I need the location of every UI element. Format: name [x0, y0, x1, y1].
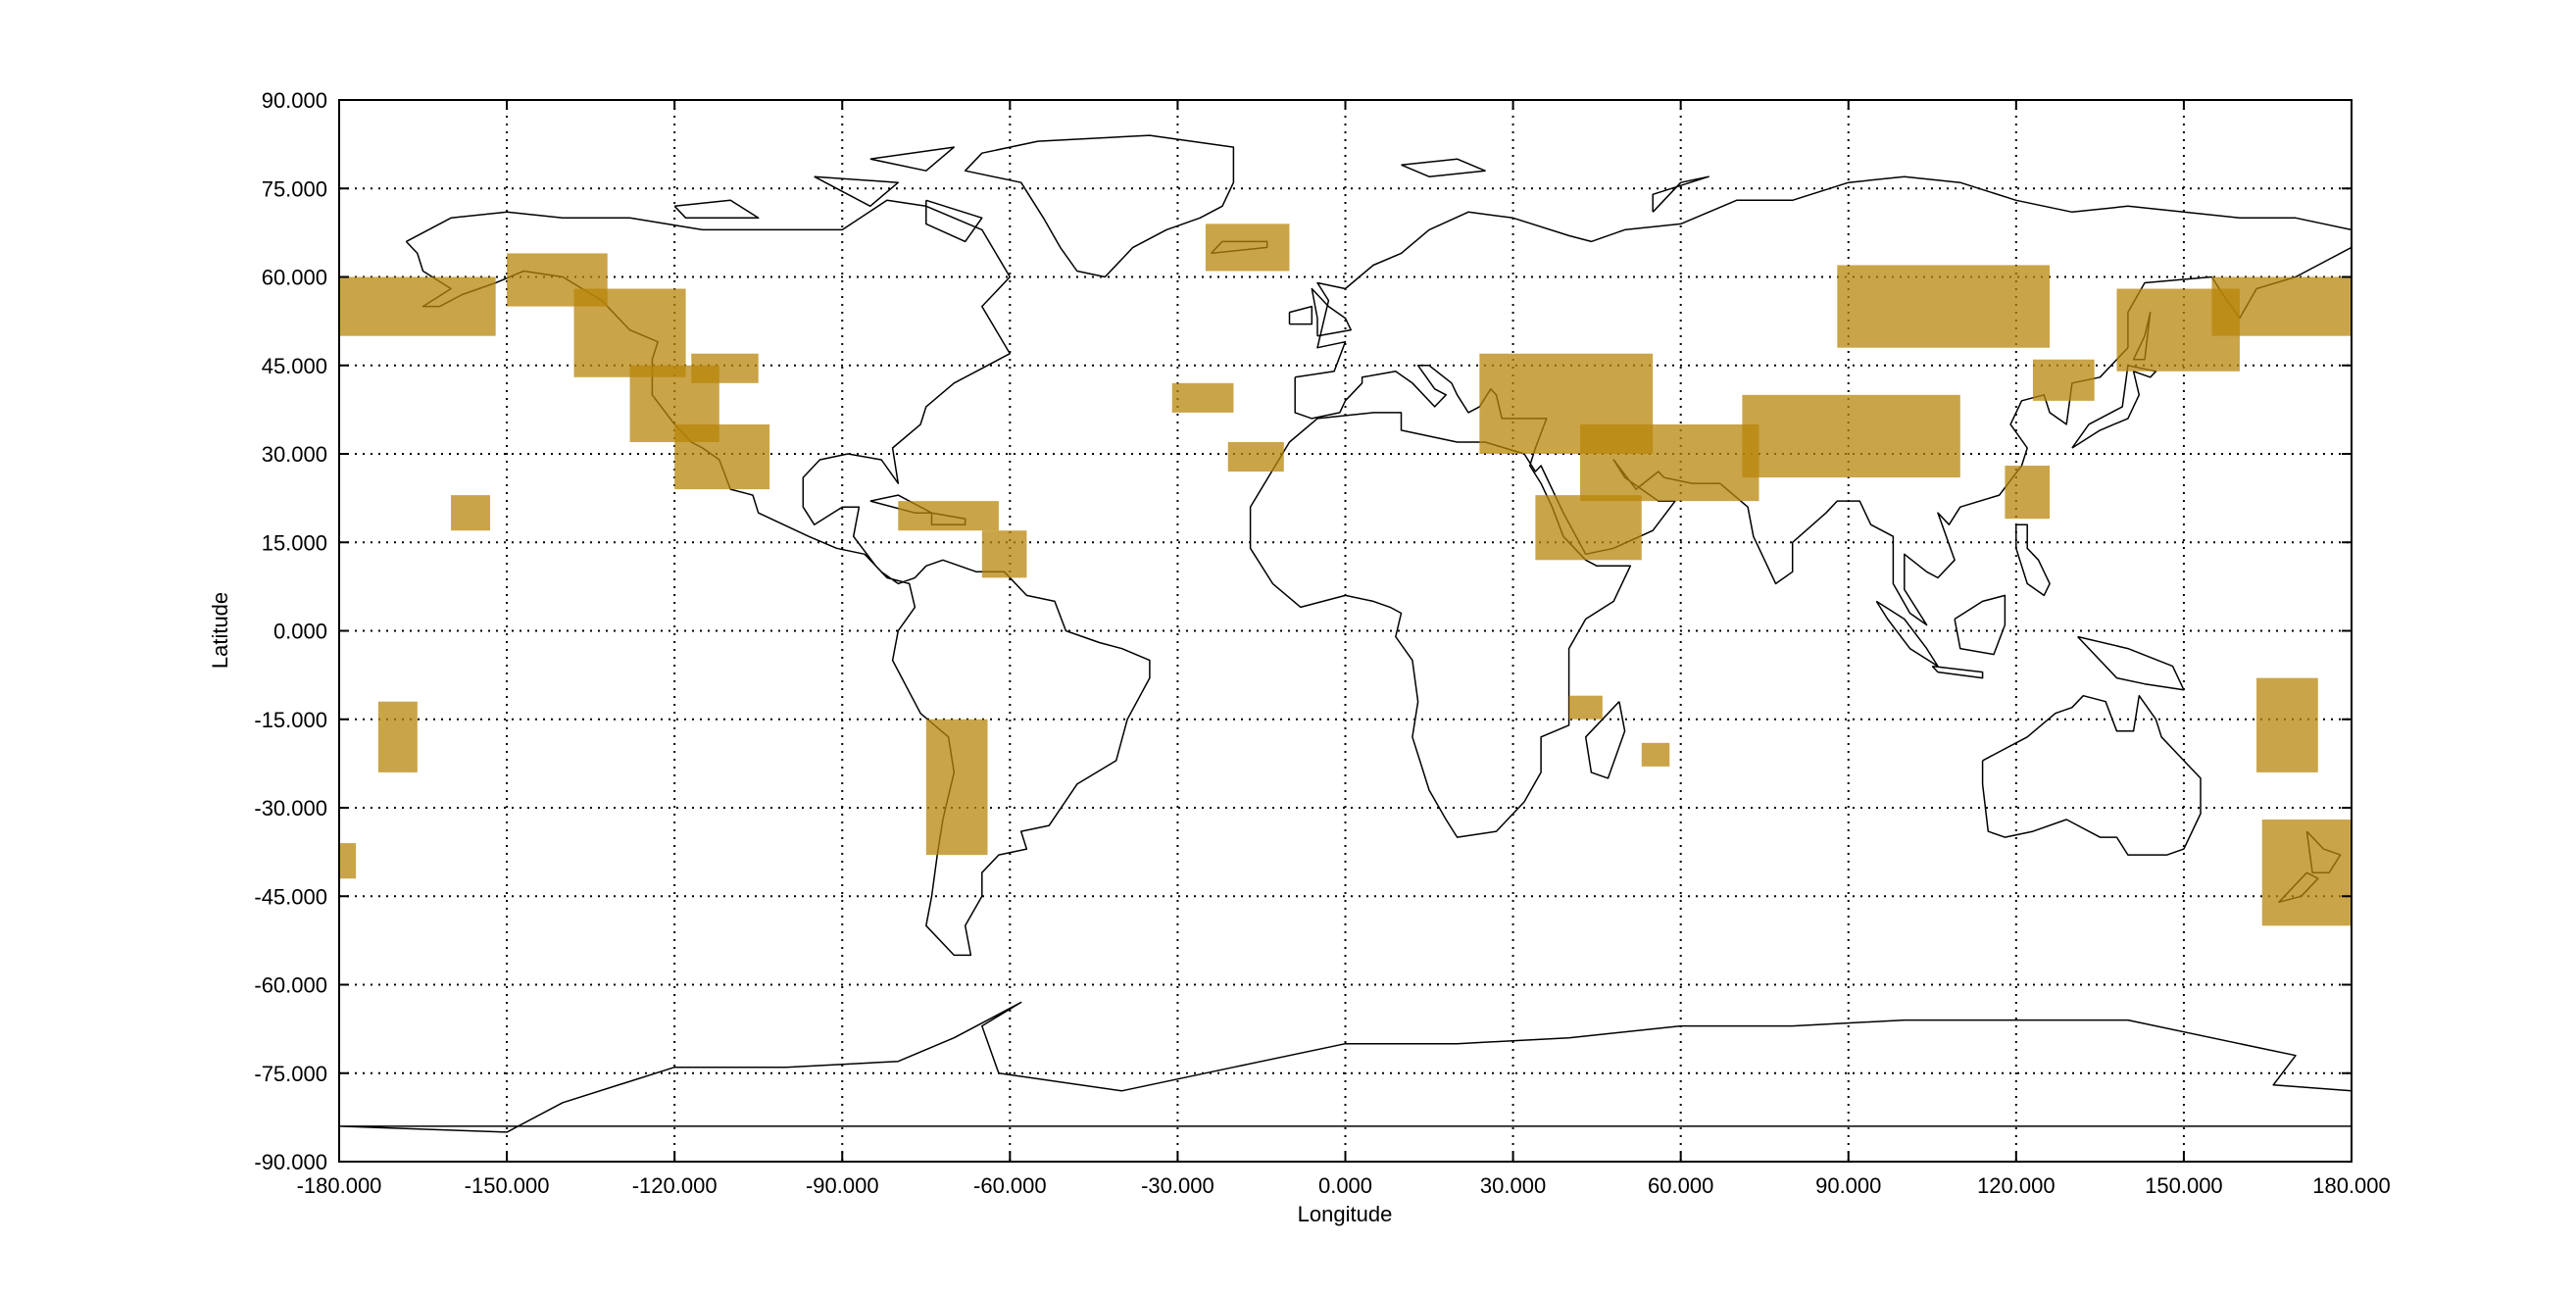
coastline [1981, 694, 2202, 856]
coastline [1652, 175, 1709, 213]
coastline [673, 199, 760, 220]
x-tick-label: -30.000 [1141, 1173, 1214, 1198]
highlighted-region [339, 843, 357, 879]
highlighted-region [339, 276, 496, 336]
x-tick-label: -60.000 [973, 1173, 1047, 1198]
coastline [405, 199, 1151, 957]
y-tick-label: 75.000 [262, 176, 327, 201]
highlighted-region [377, 701, 418, 772]
highlighted-region [898, 501, 999, 531]
coastline [2071, 365, 2157, 449]
highlighted-region [1205, 224, 1290, 272]
highlighted-region [2032, 359, 2095, 401]
x-tick-label: 150.000 [2145, 1173, 2223, 1198]
x-axis-label: Longitude [1298, 1202, 1393, 1226]
coastline [2015, 523, 2051, 597]
x-tick-label: 90.000 [1815, 1173, 1881, 1198]
y-axis-ticks: 90.000 75.000 60.000 45.000 30.000 15.000 0.00… [254, 88, 2352, 1174]
coastline [1311, 287, 1352, 337]
highlighted-region [451, 495, 490, 531]
y-tick-label: -30.000 [254, 796, 327, 821]
highlighted-region [2211, 276, 2352, 336]
highlighted-region [1641, 742, 1670, 767]
highlighted-region [573, 288, 686, 377]
coastline [869, 146, 956, 172]
coastline [1401, 158, 1486, 177]
y-tick-label: -15.000 [254, 708, 327, 732]
coastline [2077, 635, 2185, 691]
coastline [1249, 175, 2352, 838]
coastline [1288, 305, 1313, 325]
x-axis-ticks: -180.000 -150.000 -120.000 -90.000 -60.000 -3… [297, 100, 2391, 1198]
x-tick-label: -120.000 [632, 1173, 718, 1198]
highlighted-regions [339, 224, 2352, 926]
y-tick-label: -90.000 [254, 1150, 327, 1174]
x-tick-label: 0.000 [1318, 1173, 1372, 1198]
y-tick-label: 45.000 [262, 354, 327, 378]
x-tick-label: -90.000 [806, 1173, 879, 1198]
x-tick-label: 30.000 [1480, 1173, 1546, 1198]
coastline [1954, 594, 2006, 656]
highlighted-region [2261, 820, 2352, 926]
x-tick-label: 60.000 [1648, 1173, 1713, 1198]
highlighted-region [1837, 265, 2051, 348]
coastline [964, 134, 1235, 278]
coastline [1584, 701, 1626, 779]
y-tick-label: -75.000 [254, 1062, 327, 1086]
coastline [814, 175, 900, 208]
x-tick-label: -180.000 [297, 1173, 382, 1198]
highlighted-region [1535, 495, 1642, 561]
grid-lines [339, 100, 2352, 1162]
x-tick-label: 180.000 [2312, 1173, 2391, 1198]
highlighted-region [981, 530, 1027, 578]
y-tick-label: 30.000 [262, 442, 327, 467]
y-tick-label: -45.000 [254, 884, 327, 909]
y-tick-label: 90.000 [262, 88, 327, 113]
highlighted-region [1742, 394, 1960, 478]
coastline [1931, 665, 1984, 679]
highlighted-region [1580, 423, 1759, 502]
y-tick-label: -60.000 [254, 973, 327, 998]
x-tick-label: 120.000 [1977, 1173, 2056, 1198]
coastline [339, 1001, 2352, 1133]
highlighted-region [1171, 382, 1234, 413]
highlighted-region [1568, 695, 1603, 720]
highlighted-region [2005, 466, 2051, 520]
x-tick-label: -150.000 [465, 1173, 550, 1198]
coastline [1875, 600, 1939, 668]
highlighted-region [2256, 677, 2318, 772]
highlighted-region [1227, 441, 1284, 472]
y-tick-label: 60.000 [262, 266, 327, 290]
highlighted-region [674, 423, 770, 490]
y-tick-label: 0.000 [273, 620, 327, 644]
highlighted-region [691, 353, 759, 383]
coastline [925, 199, 983, 243]
y-tick-label: 15.000 [262, 530, 327, 555]
y-axis-label: Latitude [208, 592, 232, 669]
highlighted-region [925, 719, 988, 856]
